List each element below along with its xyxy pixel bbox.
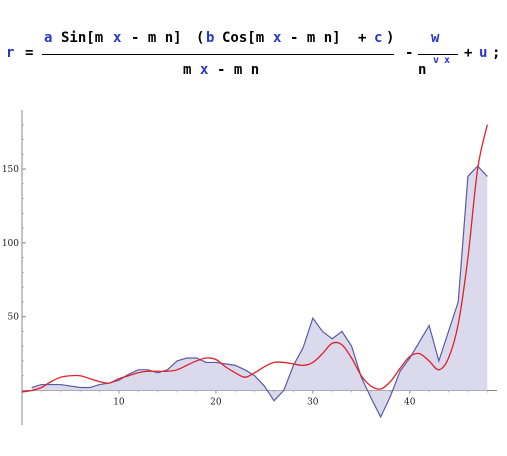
plot-area: 10 20 30 40 50 100 150 — [2, 110, 497, 425]
y-tick-label: 150 — [2, 165, 19, 175]
formula-semicolon: ; — [492, 45, 501, 61]
formula-num-paren-close: ) — [386, 30, 395, 46]
formula-exp-v: v — [433, 55, 440, 66]
series-fit-curve — [21, 124, 488, 393]
fraction-bar-second — [418, 54, 458, 55]
x-tick-label: 10 — [113, 397, 125, 407]
formula-den-m: m — [183, 62, 192, 78]
x-tick-label: 30 — [307, 397, 319, 407]
formula-num-plus: + — [358, 30, 367, 46]
formula-num-mid: - m n] — [131, 30, 182, 46]
formula-plus: + — [464, 45, 473, 61]
formula-n-base: n — [418, 62, 427, 78]
formula-exp-x: x — [444, 55, 451, 66]
formula-num-mid2: - m n] — [290, 30, 341, 46]
formula-w: w — [431, 30, 440, 46]
series-data-area — [31, 166, 488, 418]
formula-equals: = — [25, 45, 34, 61]
formula-den-rest: - m n — [217, 62, 260, 78]
formula-minus: - — [405, 45, 414, 61]
x-tick-label: 20 — [210, 397, 222, 407]
formula-u: u — [479, 45, 488, 61]
y-tick-label: 50 — [8, 313, 20, 323]
formula-num-x1: x — [113, 30, 122, 46]
fraction-bar-main — [42, 54, 394, 55]
formula-num-sin: Sin[m — [61, 30, 104, 46]
formula: r = a Sin[m x - m n] ( b Cos[m x - m n] … — [0, 0, 507, 100]
x-tick-label: 40 — [404, 397, 416, 407]
y-tick-label: 100 — [2, 239, 19, 249]
formula-num-a: a — [44, 30, 53, 46]
formula-num-paren-open: ( — [196, 30, 205, 46]
formula-den-x: x — [200, 62, 209, 78]
formula-num-x2: x — [273, 30, 282, 46]
formula-num-cos: Cos[m — [222, 30, 265, 46]
formula-num-b: b — [206, 30, 215, 46]
formula-lhs-var: r — [6, 45, 15, 61]
formula-num-c: c — [374, 30, 383, 46]
